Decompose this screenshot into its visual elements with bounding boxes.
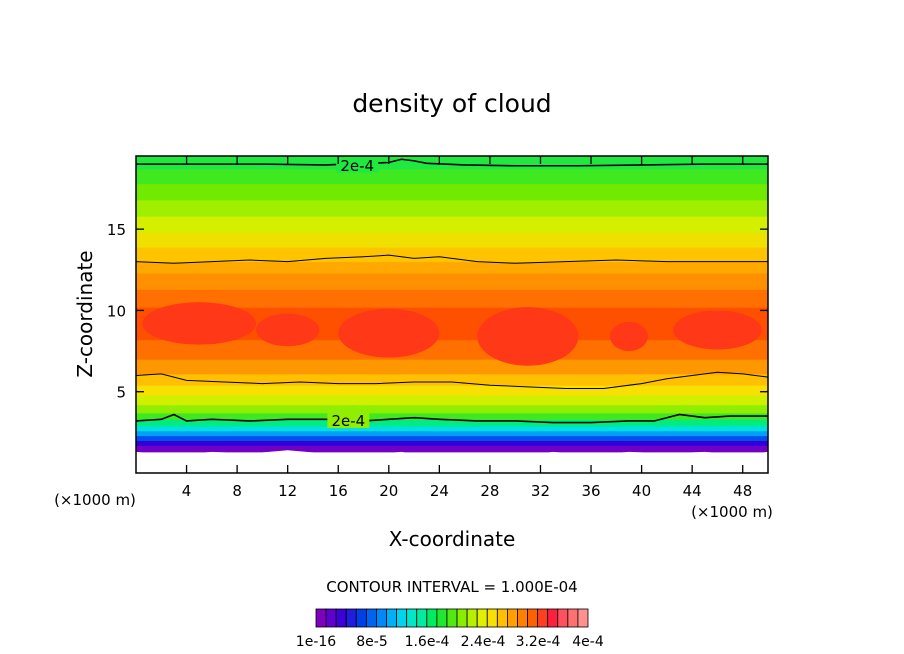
x-tick-label-36: 36 — [581, 482, 600, 500]
colorbar-swatch-9 — [406, 608, 418, 628]
contour-label-bg-1 — [327, 411, 370, 428]
z-unit-label: (×1000 m) — [54, 491, 136, 509]
chart-title: density of cloud — [352, 89, 551, 118]
colorbar-label-4: 3.2e-4 — [516, 634, 561, 650]
density-band-16 — [136, 273, 768, 290]
density-core-1 — [256, 313, 320, 347]
colorbar-swatch-24 — [557, 608, 569, 628]
colorbar-swatch-0 — [315, 608, 327, 628]
colorbar-swatch-16 — [476, 608, 488, 628]
density-band-15 — [136, 289, 768, 308]
x-tick-label-24: 24 — [430, 482, 449, 500]
density-band-9 — [136, 394, 768, 406]
y-tick-label-15: 15 — [107, 221, 126, 239]
colorbar-swatch-4 — [355, 608, 367, 628]
x-unit-label: (×1000 m) — [691, 503, 773, 521]
colorbar-swatch-12 — [436, 608, 448, 628]
colorbar-swatch-20 — [517, 608, 528, 628]
density-core-0 — [142, 302, 257, 345]
density-core-4 — [610, 321, 648, 352]
density-band-1 — [136, 445, 768, 453]
x-tick-label-4: 4 — [182, 482, 192, 500]
colorbar-swatch-3 — [345, 608, 357, 628]
colorbar-swatch-1 — [325, 608, 337, 628]
x-tick-label-40: 40 — [632, 482, 651, 500]
contour-line-lower — [136, 413, 768, 424]
colorbar-swatch-23 — [547, 608, 559, 628]
density-core-2 — [338, 308, 440, 358]
density-band-23 — [136, 169, 768, 185]
contour-line-upper — [136, 158, 768, 167]
colorbar-label-1: 8e-5 — [356, 634, 387, 650]
x-tick-label-44: 44 — [683, 482, 702, 500]
contour-interval-label: CONTOUR INTERVAL = 1.000E-04 — [326, 578, 577, 596]
colorbar-swatch-13 — [446, 608, 458, 628]
colorbar-swatch-8 — [396, 608, 408, 628]
x-tick-label-12: 12 — [278, 482, 297, 500]
contour-label-1: 2e-4 — [331, 412, 365, 430]
density-band-3 — [136, 435, 768, 441]
density-band-19 — [136, 232, 768, 248]
contour-line-mid-lower — [136, 371, 768, 389]
colorbar-swatch-22 — [537, 608, 549, 628]
density-band-10 — [136, 385, 768, 396]
x-tick-label-32: 32 — [531, 482, 550, 500]
colorbar-label-5: 4e-4 — [572, 634, 604, 650]
colorbar-swatch-25 — [567, 608, 579, 628]
x-tick-label-16: 16 — [329, 482, 348, 500]
colorbar-label-0: 1e-16 — [296, 634, 336, 650]
colorbar-swatch-21 — [527, 608, 539, 628]
contour-line-mid-upper — [136, 254, 768, 264]
plot-area: 2e-4 2e-4 — [136, 156, 768, 473]
y-tick-label-5: 5 — [116, 384, 126, 402]
density-band-18 — [136, 247, 768, 263]
x-axis-label: X-coordinate — [389, 527, 516, 551]
colorbar — [315, 608, 589, 628]
colorbar-swatch-15 — [466, 608, 478, 628]
contour-label-bg-0 — [336, 156, 379, 173]
density-band-8 — [136, 404, 768, 414]
colorbar-swatch-19 — [507, 608, 518, 628]
density-band-7 — [136, 412, 768, 420]
cloud-base-mask — [136, 450, 768, 473]
colorbar-labels: 1e-16 8e-5 1.6e-4 2.4e-4 3.2e-4 4e-4 — [296, 634, 604, 650]
density-band-2 — [136, 440, 768, 446]
x-tick-label-20: 20 — [379, 482, 398, 500]
colorbar-swatch-14 — [456, 608, 468, 628]
density-band-4 — [136, 430, 768, 437]
colorbar-swatch-26 — [577, 608, 589, 628]
density-band-22 — [136, 183, 768, 201]
y-axis-label: Z-coordinate — [73, 250, 97, 377]
plot-frame — [135, 155, 769, 474]
colorbar-swatch-7 — [386, 608, 397, 628]
colorbar-swatch-2 — [335, 608, 347, 628]
colorbar-label-3: 2.4e-4 — [461, 634, 506, 650]
colorbar-swatch-17 — [486, 608, 498, 628]
contour-label-0: 2e-4 — [340, 157, 374, 175]
colorbar-swatch-10 — [416, 608, 428, 628]
density-band-13 — [136, 339, 768, 360]
plot-layers: 2e-4 2e-4 — [136, 156, 768, 473]
density-core-5 — [673, 310, 762, 350]
x-tick-label-48: 48 — [733, 482, 752, 500]
y-tick-label-10: 10 — [107, 302, 126, 320]
x-tick-label-28: 28 — [480, 482, 499, 500]
density-band-5 — [136, 425, 768, 432]
colorbar-swatch-5 — [365, 608, 377, 628]
colorbar-swatch-6 — [376, 608, 387, 628]
colorbar-label-2: 1.6e-4 — [405, 634, 450, 650]
density-core-3 — [477, 307, 579, 366]
colorbar-swatch-11 — [426, 608, 438, 628]
x-tick-label-8: 8 — [232, 482, 242, 500]
density-band-20 — [136, 216, 768, 233]
colorbar-swatch-18 — [496, 608, 508, 628]
density-band-17 — [136, 261, 768, 274]
density-band-24 — [136, 156, 768, 170]
density-band-11 — [136, 373, 768, 386]
density-band-12 — [136, 359, 768, 375]
density-band-21 — [136, 199, 768, 217]
density-band-6 — [136, 419, 768, 427]
